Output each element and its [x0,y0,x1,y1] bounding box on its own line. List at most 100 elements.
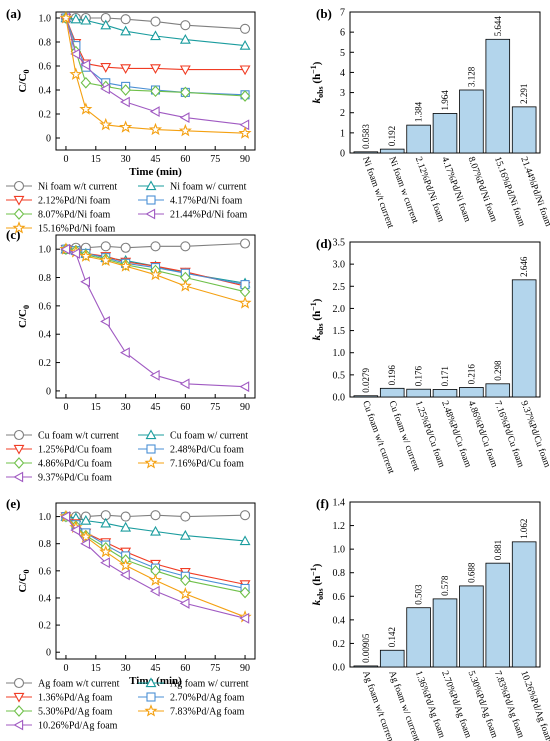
y-tick-label: 1.2 [333,521,346,532]
legend-marker [13,692,25,703]
bar [511,541,537,668]
data-point [179,597,190,609]
panel-letter: (e) [6,496,20,511]
x-tick-label: 0 [63,154,68,165]
x-tick-label: 75 [210,663,220,674]
y-tick-label: 7 [340,8,345,19]
data-point [178,279,192,292]
legend-marker [13,208,25,220]
x-tick-label: 0 [63,402,68,413]
x-tick-label: 45 [151,402,161,413]
legend-label: 15.16%Pd/Ni foam [38,224,115,235]
legend-label: Cu foam w/t current [38,431,119,442]
bar [511,106,537,154]
x-tick-label: 90 [240,154,250,165]
legend-label: Ag foam w/t current [38,679,120,690]
y-axis-label: kobs (h−1) [309,563,325,605]
legend-marker [146,444,156,454]
data-point [70,13,82,24]
x-tick-label: 75 [210,402,220,413]
data-point [240,510,251,521]
bar-value-label: 0.881 [493,540,503,560]
bar [432,113,458,154]
data-point [119,120,133,133]
bar [459,585,484,668]
bar [459,387,484,398]
y-axis-label-end: ) [311,563,323,567]
data-point [150,85,161,98]
data-point [100,19,112,30]
bar-chart-3: 0.0 0.5 1.0 1.5 2.0 2.5 3.0 3.5 kobs (h−1) 0.0279… [309,238,550,476]
data-point [120,347,130,359]
legend-label: 1.25%Pd/Cu foam [38,445,112,456]
bar [406,124,431,154]
data-point [60,511,71,522]
y-tick-label: 0.8 [333,568,346,579]
y-tick-label: 0 [46,134,51,145]
bar-value-label: 0.176 [414,365,424,386]
y-tick-label: 0.4 [39,593,52,604]
y-tick-label: 3 [340,88,345,99]
y-tick-label: 1.5 [333,326,346,337]
data-point [120,25,132,36]
data-point [120,242,131,253]
y-tick-label: 0.6 [39,566,52,577]
bar [432,389,458,398]
data-point [180,20,191,31]
data-point [119,558,133,571]
bar [406,607,431,668]
bar [353,151,379,154]
y-tick-label: 1.0 [39,14,52,25]
legend-label: Ag foam w/ current [170,679,249,690]
y-axis-label-subscript: obs [316,86,325,98]
bar-value-label: 0.298 [493,360,503,381]
y-tick-label: 0.2 [39,358,52,369]
legend-label: Ni foam w/t current [38,182,117,193]
y-axis-label-subscript: obs [316,323,325,335]
data-point [238,296,252,309]
y-axis-label-end: ) [311,298,323,302]
bar-value-label: 0.00905 [361,633,371,663]
bar-value-label: 0.216 [466,364,476,385]
data-point [149,369,160,381]
data-point [179,378,190,390]
data-point [70,48,81,60]
data-point [59,11,73,24]
legend-marker [13,719,24,731]
y-tick-label: 0.8 [39,539,52,550]
data-point [150,241,161,252]
legend-2: Cu foam w/t current Cu foam w/ current 1.2… [6,429,248,484]
data-point [148,122,163,136]
y-tick-label: 6 [340,28,345,39]
y-tick-label: 2 [340,108,345,119]
legend-marker [145,677,157,688]
y-axis-label-unit: (h [311,576,323,589]
data-point [150,30,161,41]
y-tick-label: 0.0 [333,393,346,404]
data-point [70,524,81,536]
legend-label: 5.30%Pd/Ag foam [38,707,113,718]
legend-marker [13,195,25,206]
panel-letter: (d) [316,236,332,251]
y-tick-label: 5 [340,48,345,59]
bar-value-label: 1.964 [440,90,450,111]
x-tick-label: 60 [180,402,190,413]
data-point [100,557,110,569]
legend-label: 2.70%Pd/Ag foam [170,693,245,704]
data-point [240,238,251,249]
panel-letter: (f) [316,496,329,511]
data-point [120,569,130,581]
series-line-4 [65,17,246,97]
legend-label: 8.07%Pd/Ni foam [38,210,110,221]
y-axis-label-subscript: 0 [22,570,31,574]
series-line-6 [65,248,246,388]
y-tick-label: 1 [340,128,345,139]
x-tick-label: 60 [180,663,190,674]
data-point [239,612,250,624]
legend-marker [13,429,25,441]
y-tick-label: 0.2 [333,639,346,650]
data-point [240,23,251,34]
data-point [150,64,161,75]
x-tick-label: 15 [91,402,101,413]
y-axis-label-superscript: −1 [309,302,318,311]
